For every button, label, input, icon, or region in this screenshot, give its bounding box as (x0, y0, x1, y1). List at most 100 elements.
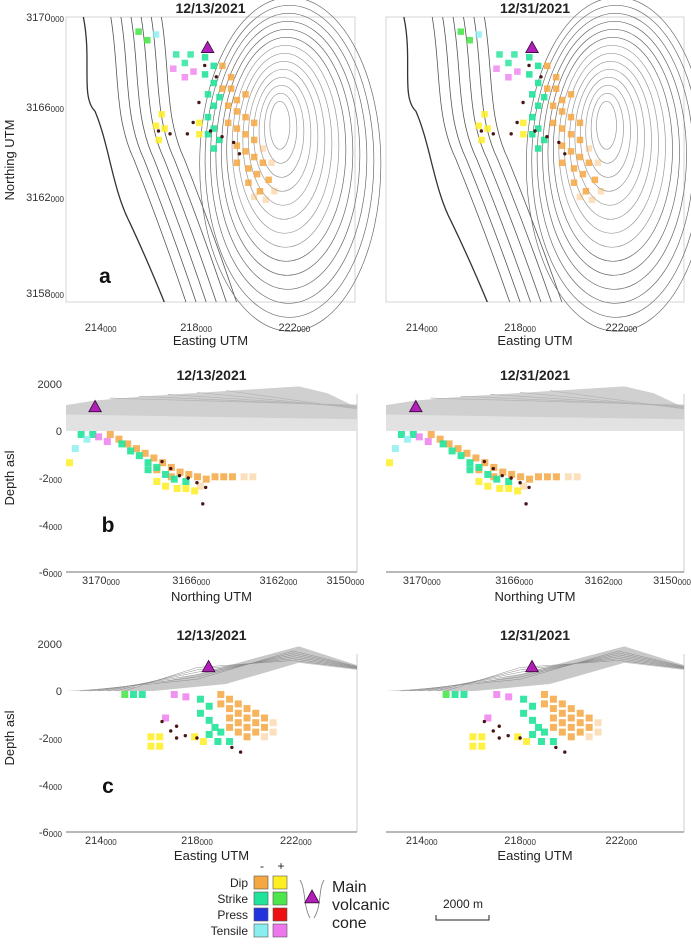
fault-cell (567, 113, 575, 121)
fault-cell (77, 431, 85, 438)
legend-swatch-neg (253, 907, 269, 922)
fault-cell (535, 723, 542, 731)
source-dot (527, 63, 531, 68)
x-tick-label: 218000 (504, 322, 536, 334)
x-tick-label: 214000 (406, 322, 438, 334)
fault-cell (520, 482, 528, 490)
source-dot (168, 132, 172, 136)
fault-cell (226, 738, 234, 745)
fault-cell (217, 691, 225, 698)
volcanic-cone-marker (201, 659, 216, 673)
fault-cell (549, 119, 557, 127)
contour-line (160, 16, 237, 303)
contour-line (431, 16, 511, 303)
fault-cell (579, 170, 587, 178)
letter-box (397, 242, 452, 297)
source-dot (518, 481, 522, 485)
fault-cell (499, 468, 507, 476)
fault-cell (269, 728, 277, 736)
fault-cell (576, 119, 584, 127)
source-dot (506, 733, 510, 738)
fault-cell (201, 71, 209, 78)
fault-cell (240, 473, 248, 481)
volcanic-cone-marker (408, 399, 423, 413)
fault-cell (549, 714, 557, 722)
source-dot (509, 132, 513, 136)
fault-cell (172, 51, 180, 58)
source-dot (539, 75, 543, 79)
fault-cell (138, 691, 146, 698)
fault-cell (152, 122, 160, 129)
fault-cell (558, 700, 566, 708)
fault-cell (187, 51, 194, 58)
y-tick-label: -2000 (39, 733, 63, 745)
x-tick-label: 222000 (278, 322, 310, 334)
contour-line (199, 0, 382, 332)
source-dot (491, 729, 495, 733)
fault-cell (259, 145, 267, 152)
contour-line (130, 16, 207, 303)
contour-line (547, 28, 680, 276)
fault-cell (576, 136, 584, 144)
fault-cell (210, 125, 217, 132)
fault-cell (196, 695, 204, 703)
fault-cell (567, 91, 575, 98)
fault-cell (576, 193, 584, 201)
fault-cell (529, 702, 537, 710)
y-tick-label: -6000 (39, 827, 63, 839)
fault-cell (66, 459, 73, 467)
y-tick-label: 0 (56, 426, 62, 438)
section-title: 12/13/2021 (176, 627, 246, 643)
source-dot (201, 502, 205, 506)
fault-cell (570, 165, 578, 172)
fault-cell (576, 153, 584, 161)
fault-cell (106, 431, 114, 438)
contour-line (574, 68, 645, 206)
fault-cell (424, 438, 432, 446)
fault-cell (463, 449, 471, 457)
fault-cell (472, 454, 480, 462)
fault-cell (582, 188, 590, 195)
fault-cell (153, 478, 161, 485)
fault-cell (529, 113, 536, 121)
x-tick-label: 3166000 (495, 575, 533, 587)
y-tick-label: -6000 (39, 567, 63, 579)
fault-cell (211, 473, 219, 481)
fault-cell (89, 431, 97, 438)
panel-a-title: 12/13/2021 (175, 0, 245, 16)
volcanic-cone-marker (525, 659, 540, 673)
legend-cone-icon (304, 889, 320, 904)
fault-cell (481, 111, 488, 118)
fault-cell (158, 111, 165, 118)
fault-cell (191, 733, 199, 741)
fault-cell (415, 433, 423, 441)
y-tick-label: 2000 (38, 639, 62, 651)
contour-line (110, 16, 187, 303)
fault-cell (457, 28, 465, 35)
x-tick-label: 214000 (85, 322, 117, 334)
fault-cell (484, 714, 492, 722)
fault-cell (252, 719, 260, 727)
topo-line (445, 660, 685, 692)
fault-cell (517, 473, 525, 481)
fault-cell (567, 723, 575, 731)
fault-cell (535, 473, 542, 481)
fault-cell (196, 482, 204, 490)
fault-cell (153, 463, 161, 471)
contour-line (579, 76, 638, 192)
source-dot (208, 129, 213, 133)
contour-line (596, 100, 617, 150)
fault-cell (249, 473, 257, 481)
fault-cell (558, 728, 566, 736)
fault-cell (397, 431, 405, 438)
fault-cell (558, 142, 566, 149)
fault-cell (594, 719, 602, 727)
fault-cell (103, 438, 111, 446)
topo-line (549, 390, 685, 410)
source-dot (156, 129, 161, 133)
fault-cell (597, 188, 605, 195)
fault-cell (478, 733, 486, 741)
fault-cell (585, 714, 593, 722)
fault-cell (130, 691, 138, 698)
